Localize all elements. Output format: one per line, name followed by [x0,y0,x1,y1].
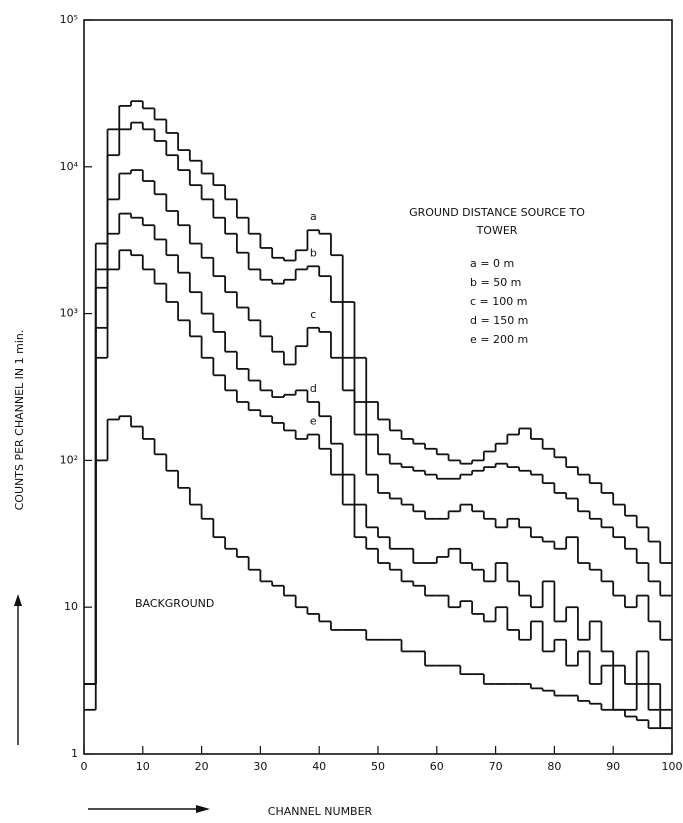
x-tick-label: 80 [547,760,561,773]
x-tick-label: 0 [81,760,88,773]
x-tick-label: 70 [489,760,503,773]
x-tick-label: 10 [136,760,150,773]
curve-label: e [310,415,317,428]
y-tick-label: 10 [64,600,78,613]
x-arrow-head [196,805,210,813]
y-tick-label: 10² [60,453,78,466]
curve-label: a [310,210,317,223]
curve-label: d [310,382,317,395]
x-tick-label: 90 [606,760,620,773]
x-tick-label: 100 [662,760,683,773]
x-tick-label: 50 [371,760,385,773]
y-tick-label: 10³ [60,307,78,320]
y-tick-label: 10⁴ [60,160,79,173]
y-axis-label: COUNTS PER CHANNEL IN 1 min. [13,330,26,511]
x-tick-label: 20 [195,760,209,773]
legend-entry: a = 0 m [470,257,514,270]
legend-entry: c = 100 m [470,295,527,308]
curve-label: b [310,246,317,259]
series-label: BACKGROUND [135,597,214,610]
x-tick-label: 30 [253,760,267,773]
y-tick-label: 1 [71,747,78,760]
legend-entry: b = 50 m [470,276,521,289]
x-axis-label: CHANNEL NUMBER [268,805,373,818]
annotation: TOWER [476,224,518,237]
y-arrow-head [14,594,22,606]
legend-entry: d = 150 m [470,314,528,327]
curve-label: c [310,308,316,321]
x-tick-label: 60 [430,760,444,773]
plot-frame [83,19,673,755]
x-tick-label: 40 [312,760,326,773]
legend-entry: e = 200 m [470,333,528,346]
y-tick-label: 10⁵ [60,13,78,26]
annotation: GROUND DISTANCE SOURCE TO [409,206,585,219]
